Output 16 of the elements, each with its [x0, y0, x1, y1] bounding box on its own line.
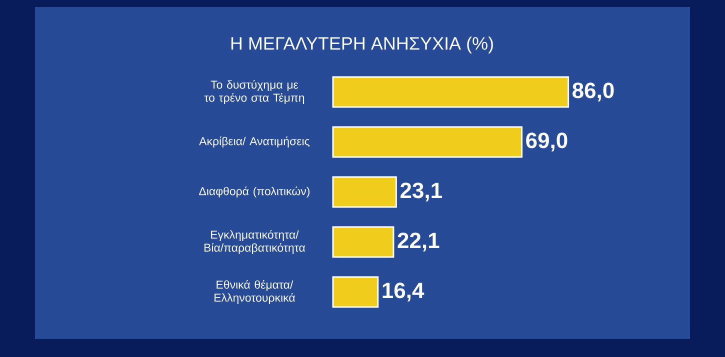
bar: [332, 76, 570, 108]
y-tick-label: Εγκληματικότητα/ Βία/παραβατικότητα: [204, 230, 306, 254]
y-tick-label: Εθνικά θέματα/ Ελληνοτουρκικά: [214, 280, 295, 304]
bar: [332, 176, 397, 208]
data-label: 22,1: [398, 232, 440, 252]
bar: [332, 226, 394, 258]
y-tick-label: Το δυστύχημα με το τρένο στα Τέμπη: [204, 80, 304, 104]
bar: [332, 276, 379, 308]
data-label: 69,0: [526, 132, 568, 152]
data-label: 86,0: [572, 82, 614, 102]
bar: [332, 126, 523, 158]
data-label: 16,4: [382, 282, 424, 302]
y-tick-label: Διαφθορά (πολιτικών): [199, 186, 310, 198]
chart-title: Η ΜΕΓΑΛΥΤΕΡΗ ΑΝΗΣΥΧΙΑ (%): [231, 36, 493, 54]
y-tick-label: Ακρίβεια/ Ανατιμήσεις: [199, 136, 310, 148]
data-label: 23,1: [400, 182, 442, 202]
